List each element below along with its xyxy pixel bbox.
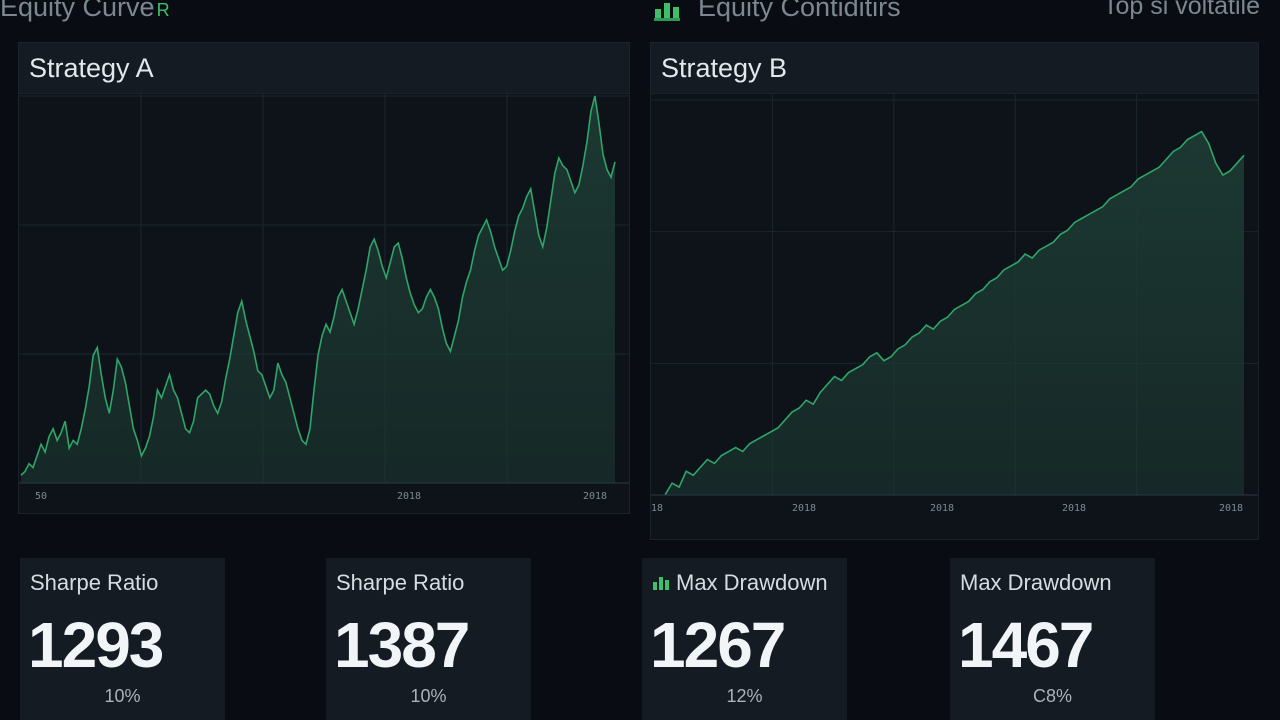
equity-line — [20, 95, 616, 476]
app-title-text: Equity Curve — [0, 0, 155, 22]
app-title-badge: R — [156, 0, 170, 20]
x-tick-label: 2018 — [792, 503, 816, 514]
equity-area — [21, 96, 615, 483]
x-tick-label: 2018 — [930, 503, 954, 514]
metric-sub: 10% — [104, 686, 141, 706]
app-title: Equity Curve R — [0, 0, 170, 23]
strategy-b-panel: Strategy B 2018 2018 2018 2018 2018 — [650, 42, 1259, 540]
metric-value: 1467 — [958, 609, 1094, 681]
metric-card-drawdown-b[interactable]: Max Drawdown 1467 C8% — [950, 558, 1155, 720]
x-tick-label: 2018 — [1062, 503, 1086, 514]
metric-label-text: Max Drawdown — [676, 570, 828, 595]
chart-icon — [654, 2, 680, 21]
metric-card-drawdown-a[interactable]: Max Drawdown 1267 12% — [642, 558, 847, 720]
equity-area — [665, 131, 1244, 495]
metric-value: 1387 — [334, 609, 470, 681]
right-label[interactable]: Top si voltatile — [1102, 0, 1260, 20]
metric-label: Sharpe Ratio — [30, 570, 158, 596]
panel-title: Strategy A — [19, 43, 629, 94]
x-tick-label: 2018 — [1219, 503, 1243, 514]
metric-sub: 10% — [410, 686, 447, 706]
metric-label-text: Sharpe Ratio — [30, 570, 159, 595]
strategy-a-chart: 50 2018 2018 — [19, 94, 629, 502]
center-title: Equity Contiditirs — [698, 0, 901, 22]
strategy-b-chart: 2018 2018 2018 2018 2018 — [651, 94, 1258, 514]
metric-label: Max Drawdown — [652, 570, 828, 596]
metric-label: Max Drawdown — [960, 570, 1112, 596]
center-title-group: Equity Contiditirs — [654, 0, 901, 23]
equity-line — [664, 130, 1245, 496]
metric-label: Sharpe Ratio — [336, 570, 464, 596]
metric-label-text: Sharpe Ratio — [336, 570, 465, 595]
x-tick-label: 2018 — [651, 503, 663, 514]
metric-card-sharpe-a[interactable]: Sharpe Ratio 1293 10% — [20, 558, 225, 720]
metric-card-sharpe-b[interactable]: Sharpe Ratio 1387 10% — [326, 558, 531, 720]
strategy-a-panel: Strategy A 50 2018 2018 — [18, 42, 630, 514]
panel-title: Strategy B — [651, 43, 1258, 94]
metric-sub: C8% — [1032, 686, 1072, 706]
top-bar: Equity Curve R Equity Contiditirs Top si … — [0, 0, 1280, 30]
metric-value: 1293 — [28, 609, 164, 681]
bar-chart-icon — [653, 577, 669, 590]
metric-sub: 12% — [726, 686, 763, 706]
x-tick-label: 50 — [35, 491, 47, 502]
x-tick-label: 2018 — [583, 491, 607, 502]
metric-value: 1267 — [650, 609, 786, 681]
metric-label-text: Max Drawdown — [960, 570, 1112, 595]
x-tick-label: 2018 — [397, 491, 421, 502]
